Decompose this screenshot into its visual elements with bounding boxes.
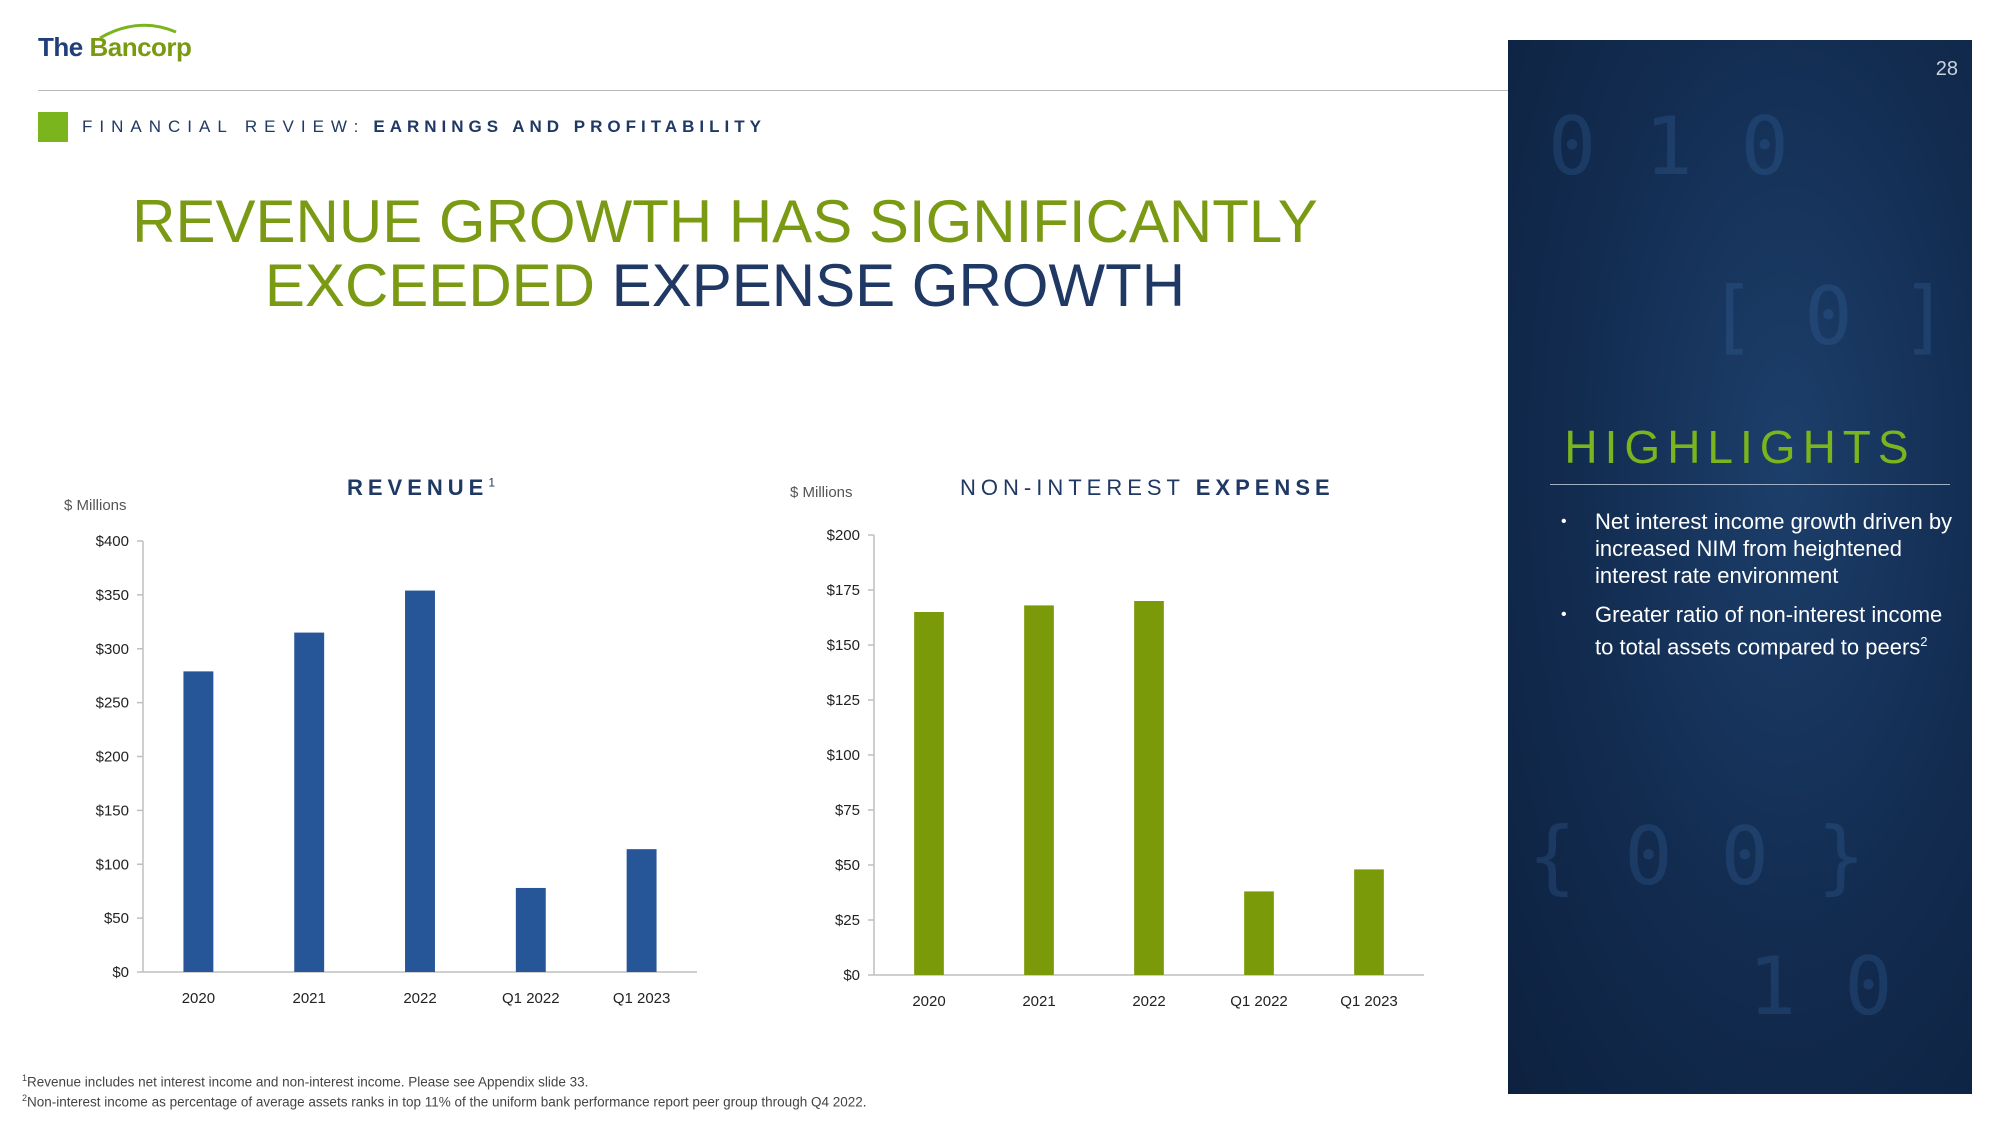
- footnote-ref: 2: [1920, 634, 1928, 649]
- expense-title-part1: NON-INTEREST: [960, 475, 1185, 500]
- x-tick-label: 2022: [403, 990, 436, 1007]
- x-tick-label: 2022: [1132, 993, 1165, 1010]
- revenue-title-text: REVENUE: [347, 475, 489, 500]
- y-tick-label: $150: [827, 637, 860, 654]
- y-tick-label: $200: [827, 527, 860, 544]
- bar: [1134, 601, 1164, 975]
- expense-units-label: $ Millions: [790, 484, 853, 501]
- y-tick-label: $100: [827, 747, 860, 764]
- x-tick-label: 2020: [182, 990, 215, 1007]
- bar: [1024, 605, 1054, 975]
- x-tick-label: Q1 2023: [1340, 993, 1398, 1010]
- expense-chart-title: NON-INTEREST EXPENSE: [960, 475, 1335, 501]
- title-green-word: EXCEEDED: [264, 252, 595, 319]
- title-dark-words: EXPENSE GROWTH: [611, 252, 1186, 319]
- y-tick-label: $250: [96, 695, 129, 712]
- y-tick-label: $400: [96, 533, 129, 550]
- highlights-divider: [1550, 484, 1950, 485]
- section-marker-icon: [38, 112, 68, 142]
- footnote-1-marker: 1: [22, 1073, 28, 1083]
- y-tick-label: $0: [843, 967, 860, 984]
- highlight-text: Net interest income growth driven by inc…: [1595, 509, 1953, 588]
- section-header: FINANCIAL REVIEW: EARNINGS AND PROFITABI…: [38, 112, 766, 142]
- highlights-title: HIGHLIGHTS: [1564, 421, 1916, 473]
- footnote-2: 2Non-interest income as percentage of av…: [22, 1093, 867, 1110]
- bar: [1244, 891, 1274, 975]
- revenue-chart-title: REVENUE1: [347, 475, 500, 501]
- bar: [515, 887, 546, 972]
- y-tick-label: $150: [96, 802, 129, 819]
- y-tick-label: $50: [835, 857, 860, 874]
- y-tick-label: $0: [112, 964, 129, 981]
- logo-text-bancorp: Bancorp: [89, 32, 192, 62]
- x-tick-label: 2021: [1022, 993, 1055, 1010]
- y-tick-label: $25: [835, 912, 860, 929]
- bar: [405, 590, 435, 972]
- bar: [914, 612, 944, 975]
- footnote-ref: 1: [488, 475, 501, 490]
- y-tick-label: $300: [96, 641, 129, 658]
- y-tick-label: $50: [104, 910, 129, 927]
- bullet-icon: •: [1561, 513, 1567, 530]
- x-tick-label: 2020: [912, 993, 945, 1010]
- header-divider: [38, 90, 1508, 91]
- y-tick-label: $125: [827, 692, 860, 709]
- logo-text-the: The: [38, 32, 83, 62]
- logo-swoosh-icon: [99, 23, 177, 40]
- bar: [183, 671, 214, 972]
- footnote-1: 1Revenue includes net interest income an…: [22, 1073, 588, 1090]
- expense-title-part2: EXPENSE: [1195, 475, 1335, 500]
- section-topic: EARNINGS AND PROFITABILITY: [373, 117, 766, 136]
- y-tick-label: $175: [827, 582, 860, 599]
- page-number: 28: [1935, 58, 1958, 80]
- section-label: FINANCIAL REVIEW:: [82, 117, 366, 136]
- footnote-1-text: Revenue includes net interest income and…: [27, 1074, 589, 1090]
- bar: [294, 632, 325, 972]
- x-tick-label: Q1 2022: [1230, 993, 1288, 1010]
- background-decoration: { 0 0 }: [1528, 810, 1866, 903]
- background-decoration: 0 1 0: [1548, 100, 1789, 193]
- y-tick-label: $75: [835, 802, 860, 819]
- highlights-panel: 0 1 0 [ 0 ] { 0 0 } 1 0 28 HIGHLIGHTS • …: [1508, 40, 1972, 1094]
- bancorp-logo: The Bancorp: [38, 23, 192, 63]
- x-tick-label: Q1 2022: [502, 990, 560, 1007]
- y-tick-label: $100: [96, 856, 129, 873]
- page-title: REVENUE GROWTH HAS SIGNIFICANTLY EXCEEDE…: [120, 190, 1330, 318]
- title-line-2: EXCEEDED EXPENSE GROWTH: [120, 254, 1330, 318]
- y-tick-label: $200: [96, 749, 129, 766]
- footnote-2-marker: 2: [22, 1093, 28, 1103]
- footnote-2-text: Non-interest income as percentage of ave…: [27, 1094, 867, 1110]
- x-tick-label: 2021: [293, 990, 326, 1007]
- revenue-units-label: $ Millions: [64, 497, 127, 514]
- bar: [626, 849, 657, 972]
- bar: [1354, 869, 1384, 975]
- highlight-text: Greater ratio of non-interest income to …: [1595, 602, 1943, 660]
- background-decoration: [ 0 ]: [1708, 270, 1949, 363]
- highlight-item: • Net interest income growth driven by i…: [1553, 508, 1953, 589]
- bullet-icon: •: [1561, 606, 1567, 623]
- highlights-list: • Net interest income growth driven by i…: [1553, 508, 1953, 672]
- title-line-1: REVENUE GROWTH HAS SIGNIFICANTLY: [132, 188, 1318, 255]
- highlight-item: • Greater ratio of non-interest income t…: [1553, 601, 1953, 660]
- background-decoration: 1 0: [1748, 940, 1893, 1033]
- y-tick-label: $350: [96, 587, 129, 604]
- x-tick-label: Q1 2023: [613, 990, 671, 1007]
